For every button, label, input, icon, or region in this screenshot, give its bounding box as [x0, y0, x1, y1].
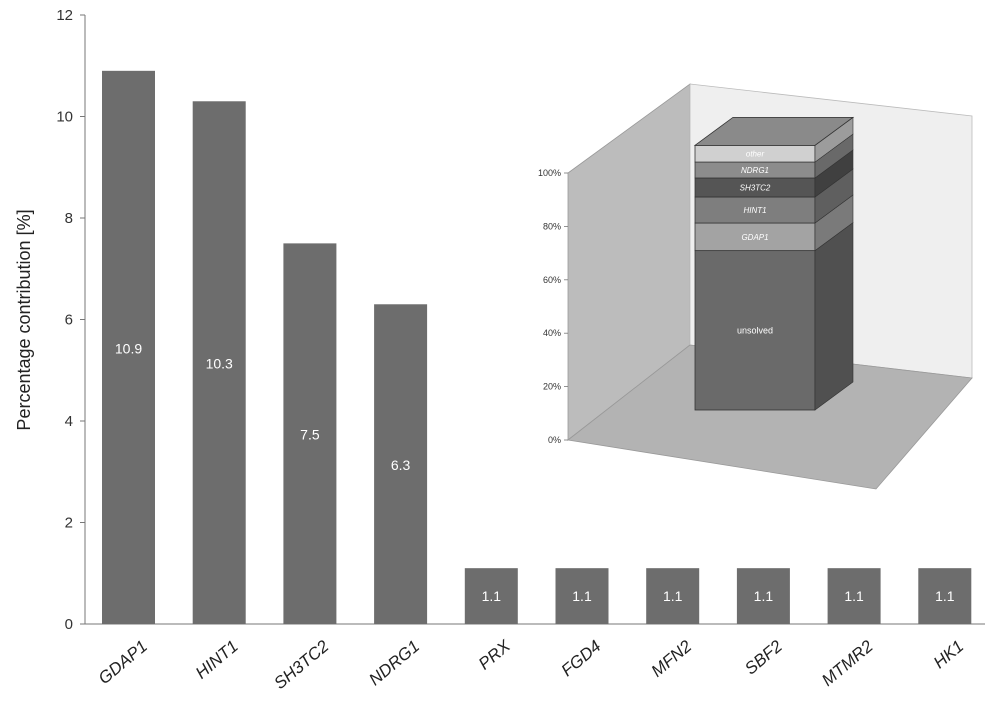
category-label: HINT1 [192, 637, 242, 683]
inset-tick-label: 40% [543, 328, 561, 338]
inset-tick-label: 100% [538, 168, 561, 178]
inset-segment-gdap1-front [694, 222, 816, 252]
y-tick-label: 12 [56, 7, 73, 24]
bar-value-label: 1.1 [844, 588, 864, 604]
inset-floor [567, 344, 973, 490]
category-label: NDRG1 [365, 637, 423, 690]
bars: 10.9 10.3 7.5 6.3 1.1 1.1 1.1 1.1 1.1 1.1 [102, 70, 972, 624]
bar-fgd4 [555, 568, 609, 624]
category-labels: GDAP1 HINT1 SH3TC2 NDRG1 PRX FGD4 MFN2 SBF2 MTMR… [95, 636, 968, 693]
y-tick-label: 10 [56, 109, 73, 126]
category-label: MTMR2 [818, 636, 877, 690]
bar-value-label: 1.1 [663, 588, 683, 604]
bar-value-label: 1.1 [572, 588, 592, 604]
inset-segment-label: NDRG1 [741, 166, 769, 175]
inset-chart: 0% 20% 40% 60% 80% 100% unsolved GDAP1 HINT1 SH3… [538, 83, 973, 490]
bar-hk1 [918, 568, 972, 624]
inset-stack: unsolved GDAP1 HINT1 SH3TC2 NDRG1 other [693, 116, 855, 411]
bar-sbf2 [736, 568, 790, 624]
inset-y-ticks: 0% 20% 40% 60% 80% 100% [538, 168, 568, 445]
bar-value-label: 1.1 [935, 588, 955, 604]
category-label: HK1 [930, 637, 968, 673]
inset-tick-label: 20% [543, 382, 561, 392]
y-tick-label: 0 [65, 616, 73, 633]
inset-segment-unsolved-front [694, 250, 816, 411]
bar-value-label: 10.9 [115, 340, 142, 356]
bar-value-label: 7.5 [300, 427, 320, 443]
category-label: MFN2 [648, 636, 696, 681]
bar-prx [464, 568, 518, 624]
inset-segment-label: SH3TC2 [740, 183, 771, 192]
category-label: GDAP1 [95, 637, 151, 689]
y-tick-label: 2 [65, 515, 73, 532]
bar-gdap1 [102, 70, 155, 624]
bar-value-label: 1.1 [754, 588, 774, 604]
inset-segment-unsolved-side [814, 222, 854, 411]
y-tick-label: 8 [65, 210, 73, 227]
category-label: SH3TC2 [270, 636, 333, 693]
inset-tick-label: 80% [543, 221, 561, 231]
bar-hint1 [192, 101, 246, 624]
y-axis-title: Percentage contribution [%] [14, 209, 34, 430]
y-tick-label: 4 [65, 413, 73, 430]
inset-tick-label: 0% [548, 435, 561, 445]
bar-value-label: 1.1 [482, 588, 502, 604]
y-tick-label: 6 [65, 312, 73, 329]
bar-ndrg1 [374, 304, 428, 624]
inset-segment-label: GDAP1 [741, 233, 768, 242]
bar-mfn2 [646, 568, 700, 624]
bar-mtmr2 [827, 568, 881, 624]
inset-stack-top [693, 116, 855, 146]
bar-value-label: 10.3 [206, 356, 233, 372]
bar-sh3tc2 [283, 243, 337, 624]
bar-value-label: 6.3 [391, 457, 411, 473]
inset-segment-label: unsolved [737, 325, 773, 335]
inset-segment-label: other [746, 150, 765, 159]
y-ticks: 0 2 4 6 8 10 12 [56, 7, 85, 633]
inset-segment-label: HINT1 [743, 206, 766, 215]
inset-tick-label: 60% [543, 275, 561, 285]
category-label: SBF2 [741, 636, 786, 678]
category-label: FGD4 [558, 637, 605, 681]
category-label: PRX [475, 636, 514, 673]
